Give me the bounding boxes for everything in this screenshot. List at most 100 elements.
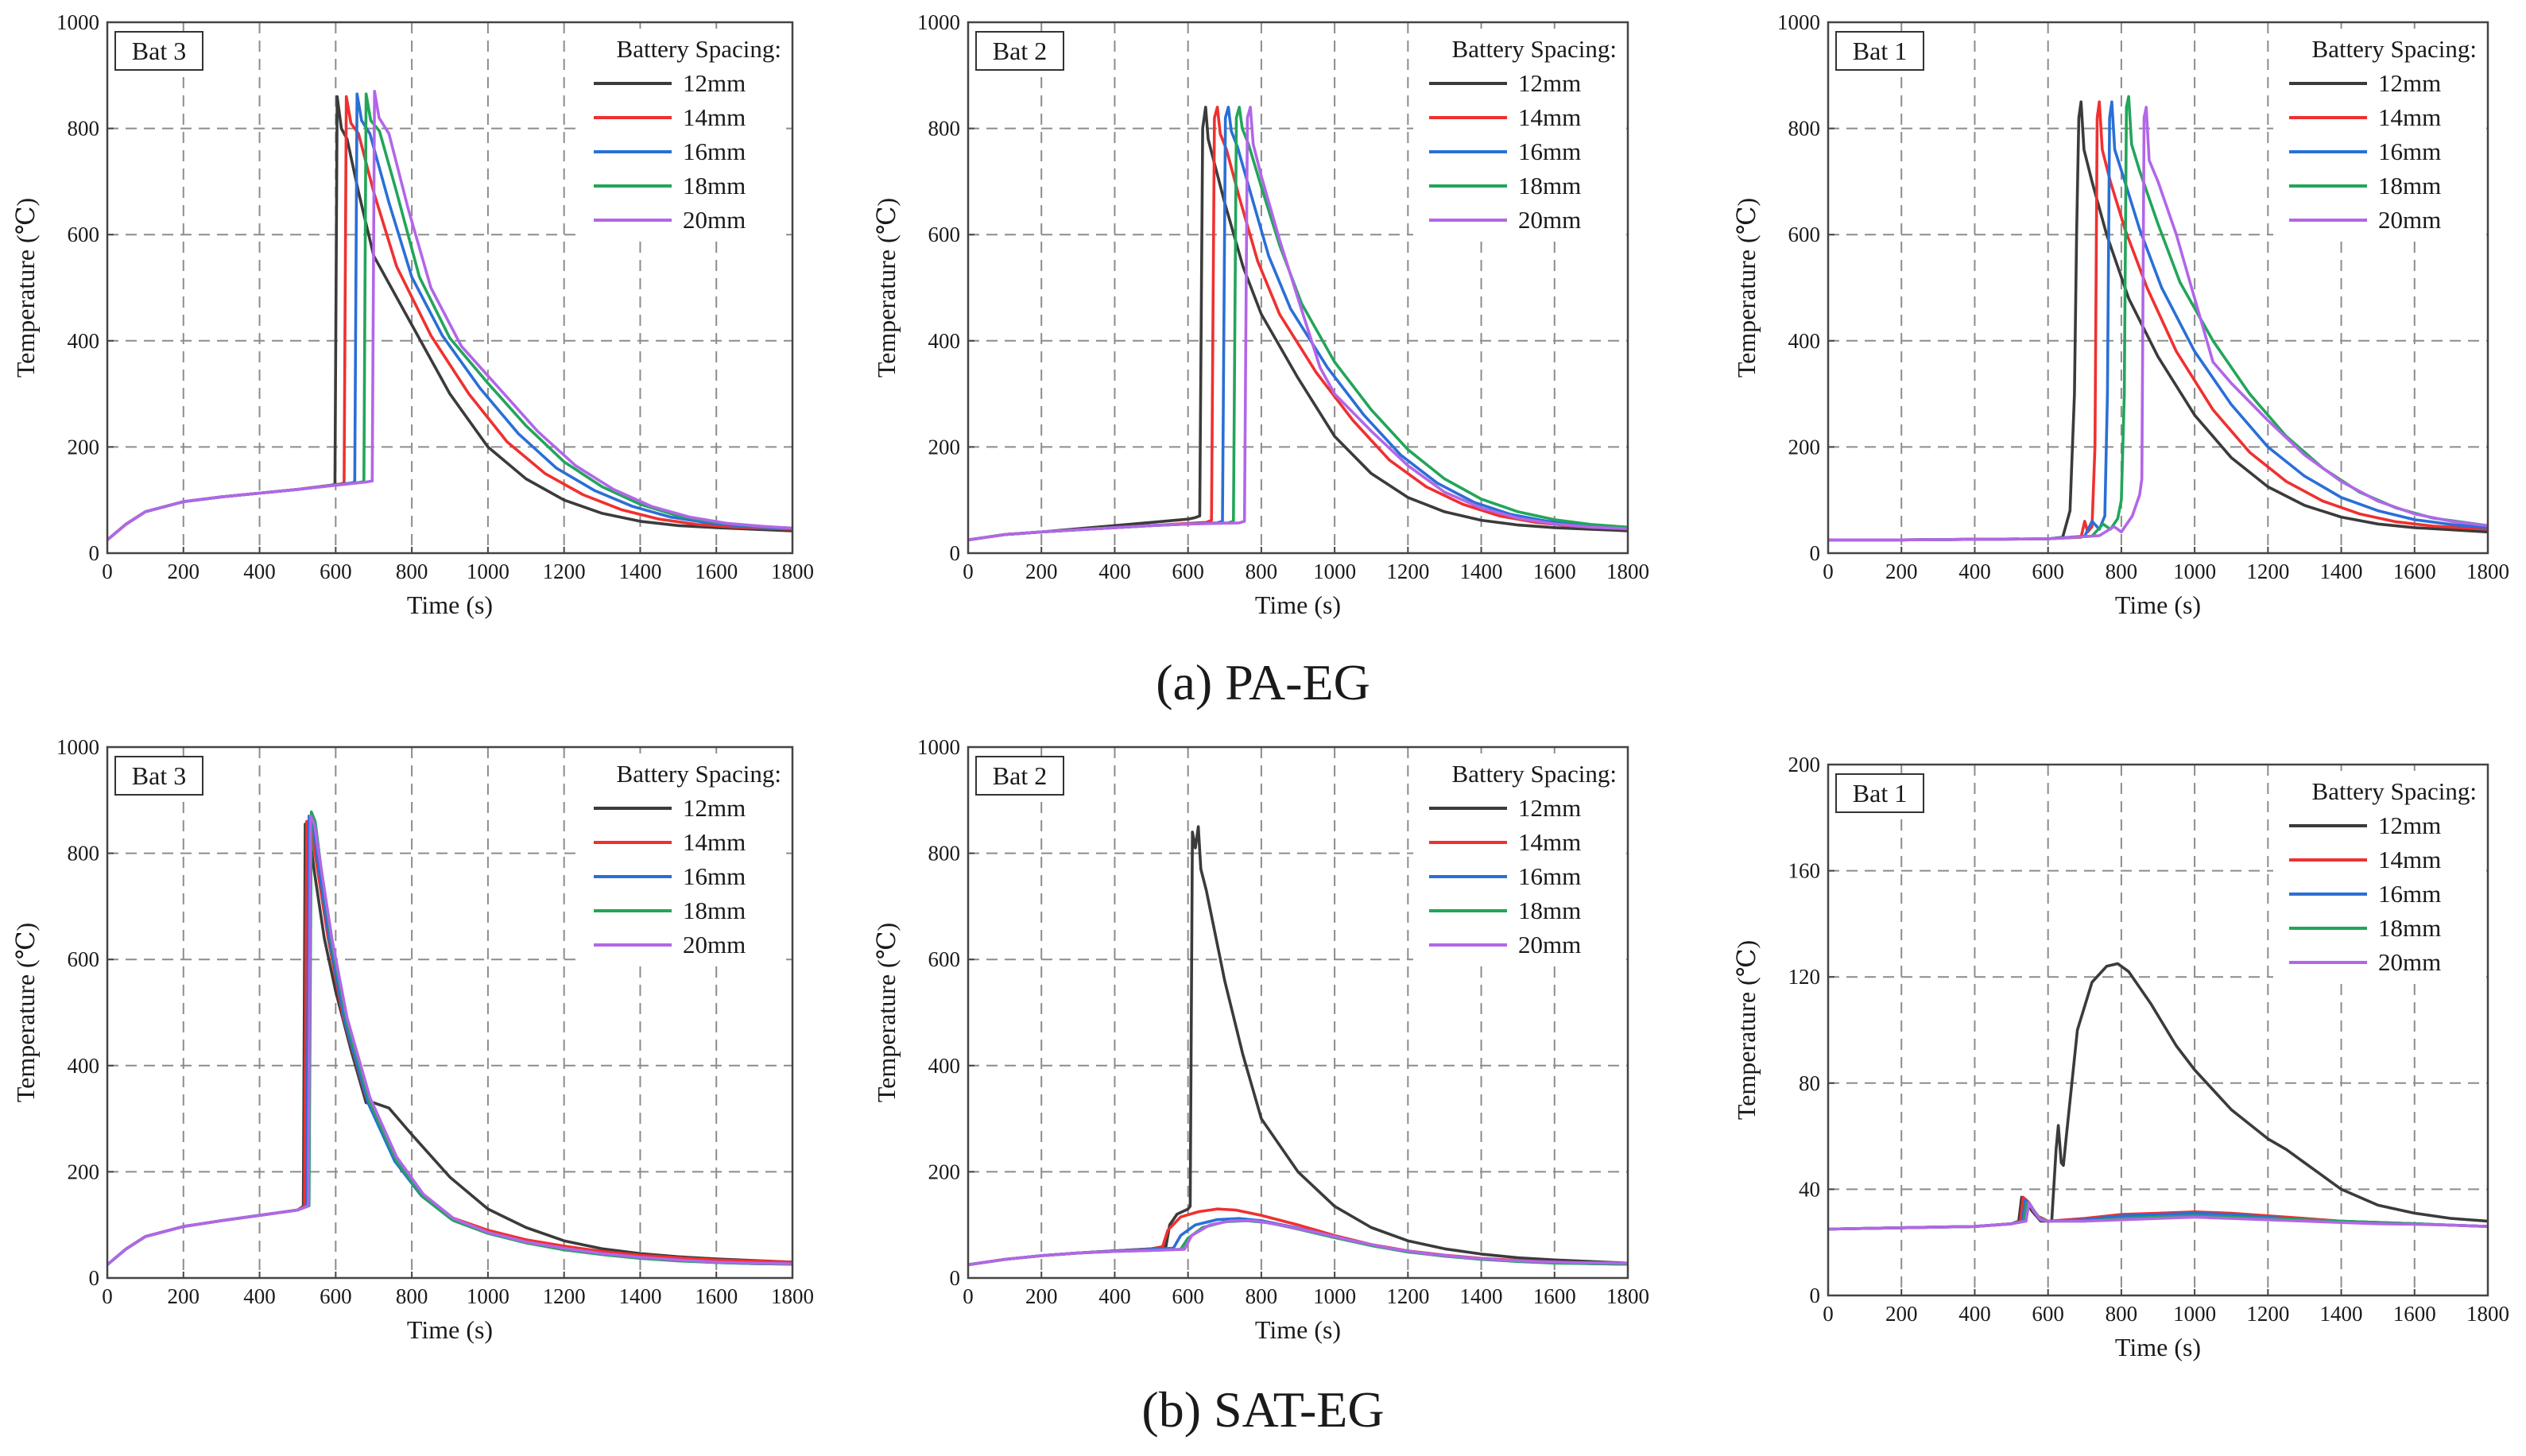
series-line-20mm bbox=[107, 815, 792, 1267]
legend-entry-20mm: 20mm bbox=[1518, 931, 1581, 958]
x-tick-label: 1800 bbox=[2466, 560, 2509, 583]
legend-title: Battery Spacing: bbox=[617, 760, 781, 788]
plot-frame bbox=[106, 745, 794, 1280]
legend-background bbox=[1413, 29, 1621, 242]
y-tick-label: 1000 bbox=[56, 10, 99, 34]
y-tick-label: 160 bbox=[1788, 859, 1821, 883]
legend-title: Battery Spacing: bbox=[1452, 760, 1617, 788]
legend-entry-12mm: 12mm bbox=[2378, 811, 2441, 839]
panel-label-border bbox=[1835, 773, 1924, 813]
y-tick-label: 0 bbox=[950, 1266, 961, 1290]
legend-entry-16mm: 16mm bbox=[1518, 137, 1581, 165]
x-tick-label: 1400 bbox=[2320, 1302, 2363, 1326]
panel-label-box: Bat 2 bbox=[975, 31, 1064, 71]
x-tick-label: 0 bbox=[963, 560, 974, 583]
x-tick-label: 800 bbox=[2106, 1302, 2138, 1326]
x-tick-label: 1200 bbox=[1386, 560, 1429, 583]
legend: Battery Spacing: 12mm 14mm 16mm 18mm 20mm bbox=[2273, 29, 2481, 242]
y-tick-label: 600 bbox=[928, 947, 961, 971]
legend-title: Battery Spacing: bbox=[2312, 777, 2477, 805]
panel-label-box: Bat 1 bbox=[1835, 773, 1924, 813]
x-tick-label: 400 bbox=[243, 560, 276, 583]
x-tick-label: 1800 bbox=[771, 560, 814, 583]
y-tick-label: 1000 bbox=[1777, 10, 1820, 34]
panel-label: Bat 3 bbox=[132, 37, 186, 65]
chart-panel-5: 0 200 400 600 800 1000 1200 1400 1600 1800 0 200 400… bbox=[872, 735, 1649, 1344]
x-tick-label: 200 bbox=[168, 1284, 200, 1308]
x-tick-label: 1000 bbox=[467, 560, 509, 583]
x-tick-label: 600 bbox=[2032, 560, 2064, 583]
y-tick-label: 40 bbox=[1799, 1177, 1820, 1201]
caption-a: (a) PA-EG bbox=[1156, 654, 1370, 711]
series-line-20mm bbox=[1828, 1201, 2488, 1231]
x-tick-label: 600 bbox=[1172, 560, 1204, 583]
legend-entry-12mm: 12mm bbox=[2378, 69, 2441, 97]
legend-entry-18mm: 18mm bbox=[683, 172, 746, 199]
y-tick-label: 80 bbox=[1799, 1071, 1820, 1095]
legend-entry-18mm: 18mm bbox=[683, 896, 746, 924]
x-tick-label: 0 bbox=[963, 1284, 974, 1308]
x-tick-label: 1800 bbox=[1606, 560, 1649, 583]
x-tick-label: 0 bbox=[102, 1284, 113, 1308]
legend-background bbox=[578, 753, 786, 966]
x-tick-label: 1200 bbox=[2246, 560, 2289, 583]
legend-entry-18mm: 18mm bbox=[2378, 172, 2441, 199]
legend-entry-18mm: 18mm bbox=[1518, 896, 1581, 924]
y-tick-label: 1000 bbox=[56, 735, 99, 759]
x-axis-label: Time (s) bbox=[407, 1315, 493, 1344]
x-tick-label: 200 bbox=[1025, 1284, 1058, 1308]
series-line-12mm bbox=[968, 106, 1628, 542]
y-tick-label: 800 bbox=[928, 842, 961, 865]
y-axis-label: Temperature (℃) bbox=[11, 923, 40, 1102]
y-tick-label: 1000 bbox=[917, 10, 960, 34]
x-tick-label: 400 bbox=[1098, 560, 1131, 583]
legend-entry-16mm: 16mm bbox=[2378, 137, 2441, 165]
x-tick-label: 800 bbox=[396, 1284, 428, 1308]
x-axis-label: Time (s) bbox=[2115, 1333, 2201, 1361]
x-tick-label: 0 bbox=[1823, 1302, 1834, 1326]
x-axis-label: Time (s) bbox=[1255, 1315, 1341, 1344]
plot-frame bbox=[1827, 763, 2489, 1297]
x-tick-label: 1600 bbox=[695, 1284, 738, 1308]
y-tick-label: 600 bbox=[68, 947, 100, 971]
y-axis-label: Temperature (℃) bbox=[872, 198, 901, 378]
y-tick-label: 0 bbox=[1810, 541, 1821, 565]
y-axis-label: Temperature (℃) bbox=[1732, 198, 1761, 378]
y-tick-label: 0 bbox=[89, 541, 100, 565]
x-tick-label: 1600 bbox=[1533, 1284, 1576, 1308]
plot-frame bbox=[967, 21, 1629, 555]
y-tick-label: 200 bbox=[68, 435, 100, 459]
series-line-20mm bbox=[107, 90, 792, 542]
y-tick-label: 800 bbox=[68, 117, 100, 141]
legend-entry-14mm: 14mm bbox=[2378, 103, 2441, 131]
y-axis-label: Temperature (℃) bbox=[11, 198, 40, 378]
x-tick-label: 600 bbox=[320, 560, 352, 583]
y-tick-label: 400 bbox=[1788, 329, 1821, 353]
x-tick-label: 1800 bbox=[771, 1284, 814, 1308]
legend-background bbox=[578, 29, 786, 242]
panel-label-border bbox=[975, 756, 1064, 796]
x-tick-label: 1800 bbox=[2466, 1302, 2509, 1326]
panel-label: Bat 2 bbox=[993, 761, 1047, 790]
x-tick-label: 200 bbox=[168, 560, 200, 583]
legend-title: Battery Spacing: bbox=[617, 35, 781, 63]
legend-entry-14mm: 14mm bbox=[1518, 828, 1581, 856]
panel-label: Bat 2 bbox=[993, 37, 1047, 65]
y-tick-label: 200 bbox=[928, 435, 961, 459]
x-tick-label: 400 bbox=[243, 1284, 276, 1308]
x-tick-label: 1400 bbox=[1460, 560, 1503, 583]
y-tick-label: 600 bbox=[68, 223, 100, 246]
legend-entry-14mm: 14mm bbox=[683, 828, 746, 856]
legend-entry-20mm: 20mm bbox=[1518, 206, 1581, 234]
legend: Battery Spacing: 12mm 14mm 16mm 18mm 20mm bbox=[578, 29, 786, 242]
y-tick-label: 600 bbox=[928, 223, 961, 246]
legend-entry-16mm: 16mm bbox=[683, 862, 746, 890]
chart-panels: 0 200 400 600 800 1000 1200 1400 1600 18000200400… bbox=[11, 10, 2509, 1361]
panel-label-box: Bat 1 bbox=[1835, 31, 1924, 71]
y-tick-label: 800 bbox=[928, 117, 961, 141]
x-tick-label: 1400 bbox=[618, 1284, 661, 1308]
y-tick-label: 800 bbox=[68, 842, 100, 865]
y-tick-label: 400 bbox=[68, 1054, 100, 1078]
legend-entry-20mm: 20mm bbox=[2378, 206, 2441, 234]
